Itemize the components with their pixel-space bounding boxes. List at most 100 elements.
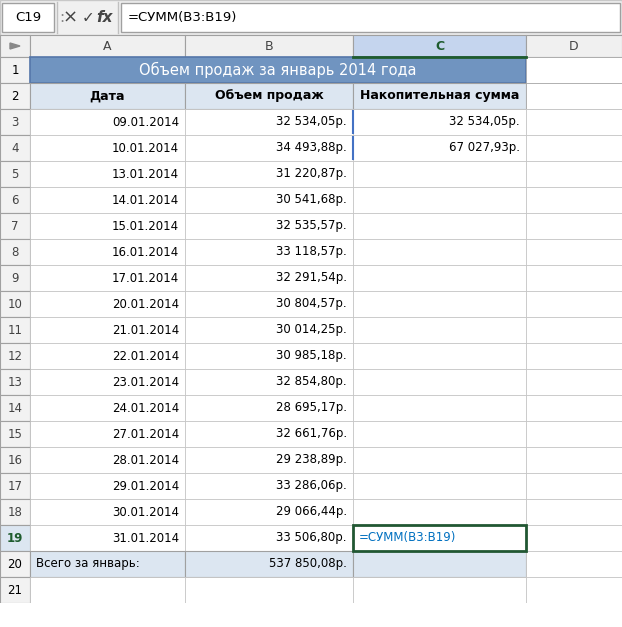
Text: C19: C19 [15, 11, 41, 24]
Text: 23.01.2014: 23.01.2014 [112, 376, 179, 389]
Text: 31 220,87р.: 31 220,87р. [276, 167, 347, 181]
Text: D: D [569, 40, 579, 53]
Bar [185, 239, 353, 265]
Text: 21.01.2014: 21.01.2014 [112, 324, 179, 337]
Bar [30, 83, 185, 109]
Bar [353, 109, 526, 135]
Text: Всего за январь:: Всего за январь: [36, 557, 140, 571]
Text: 8: 8 [11, 246, 19, 258]
Bar [353, 265, 526, 291]
Bar [30, 343, 185, 369]
Text: 16.01.2014: 16.01.2014 [112, 246, 179, 258]
Bar [0, 343, 30, 369]
Bar [526, 473, 622, 499]
Bar [0, 551, 30, 577]
Text: 10.01.2014: 10.01.2014 [112, 142, 179, 154]
Bar [0, 213, 30, 239]
Bar [353, 161, 526, 187]
Bar [0, 135, 30, 161]
Bar [30, 421, 185, 447]
Bar [526, 265, 622, 291]
Text: Объем продаж за январь 2014 года: Объем продаж за январь 2014 года [139, 62, 417, 78]
Bar [0, 161, 30, 187]
Bar [353, 395, 526, 421]
Bar [526, 551, 622, 577]
Text: 31.01.2014: 31.01.2014 [112, 532, 179, 544]
Bar [526, 291, 622, 317]
Text: 32 534,05р.: 32 534,05р. [276, 115, 347, 129]
Text: 33 118,57р.: 33 118,57р. [276, 246, 347, 258]
Text: 29.01.2014: 29.01.2014 [112, 480, 179, 492]
Bar [0, 239, 30, 265]
Text: 537 850,08р.: 537 850,08р. [269, 557, 347, 571]
Bar [353, 551, 526, 577]
Text: 18: 18 [7, 505, 22, 519]
Bar [30, 447, 185, 473]
Bar [526, 447, 622, 473]
Text: 24.01.2014: 24.01.2014 [112, 401, 179, 414]
Text: 20.01.2014: 20.01.2014 [112, 297, 179, 310]
Bar [353, 447, 526, 473]
Text: Накопительная сумма: Накопительная сумма [360, 90, 519, 102]
Text: 32 291,54р.: 32 291,54р. [276, 271, 347, 285]
Text: 17: 17 [7, 480, 22, 492]
Bar [526, 57, 622, 83]
Bar [0, 447, 30, 473]
Bar [30, 35, 185, 57]
Text: 3: 3 [11, 115, 19, 129]
Text: 30 541,68р.: 30 541,68р. [276, 194, 347, 206]
Bar [353, 187, 526, 213]
Bar [185, 161, 353, 187]
Text: ×: × [62, 9, 78, 26]
Bar [30, 577, 185, 603]
Bar [185, 135, 353, 161]
Text: 14.01.2014: 14.01.2014 [112, 194, 179, 206]
Text: =СУММ(В3:В19): =СУММ(В3:В19) [359, 532, 457, 544]
Bar [30, 57, 526, 83]
Bar [526, 369, 622, 395]
Bar [185, 525, 353, 551]
Bar [30, 213, 185, 239]
Bar [353, 525, 526, 551]
Text: 6: 6 [11, 194, 19, 206]
Bar [526, 421, 622, 447]
Text: 30.01.2014: 30.01.2014 [112, 505, 179, 519]
Text: 22.01.2014: 22.01.2014 [112, 349, 179, 362]
Bar [0, 317, 30, 343]
Bar [0, 369, 30, 395]
Bar [185, 577, 353, 603]
Text: 12: 12 [7, 349, 22, 362]
Bar [526, 109, 622, 135]
Text: Объем продаж: Объем продаж [215, 90, 323, 102]
Bar [30, 395, 185, 421]
Bar [185, 35, 353, 57]
Bar [0, 499, 30, 525]
Text: :: : [60, 10, 65, 25]
Bar [0, 577, 30, 603]
Bar [526, 187, 622, 213]
Bar [526, 525, 622, 551]
Text: ✓: ✓ [81, 10, 95, 25]
Bar [526, 395, 622, 421]
Text: 67 027,93р.: 67 027,93р. [449, 142, 520, 154]
Text: 10: 10 [7, 297, 22, 310]
Text: 15.01.2014: 15.01.2014 [112, 219, 179, 233]
Text: 30 804,57р.: 30 804,57р. [276, 297, 347, 310]
Bar [30, 265, 185, 291]
Bar [0, 421, 30, 447]
Bar [526, 135, 622, 161]
Text: 4: 4 [11, 142, 19, 154]
Text: 9: 9 [11, 271, 19, 285]
Bar [526, 343, 622, 369]
Bar [0, 35, 30, 57]
Bar [353, 239, 526, 265]
Bar [526, 213, 622, 239]
Bar [30, 317, 185, 343]
Text: 32 661,76р.: 32 661,76р. [276, 428, 347, 441]
Bar [30, 187, 185, 213]
Text: 13: 13 [7, 376, 22, 389]
Text: 33 506,80р.: 33 506,80р. [277, 532, 347, 544]
Bar [30, 551, 185, 577]
Bar [0, 291, 30, 317]
Text: 32 854,80р.: 32 854,80р. [276, 376, 347, 389]
